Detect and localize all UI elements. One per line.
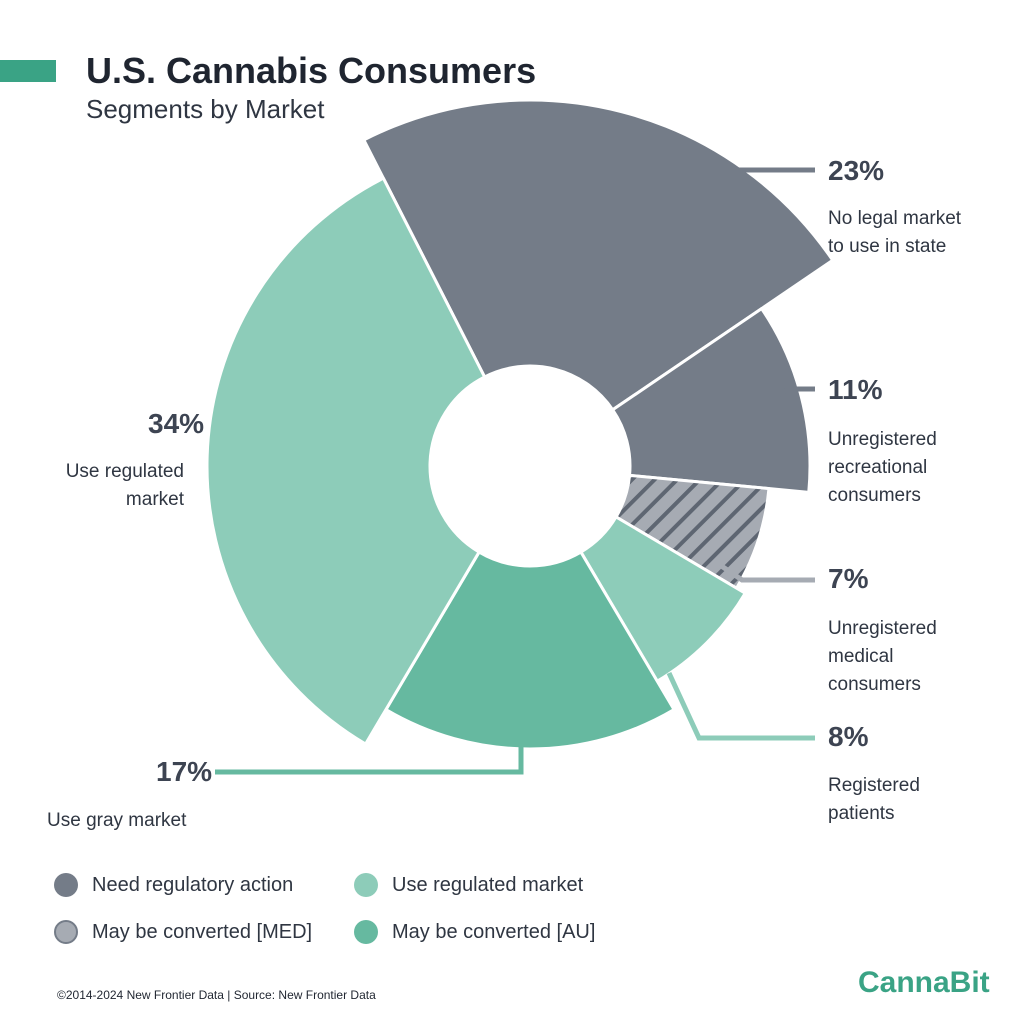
pct-label-gray-market: 17% — [156, 756, 213, 787]
desc-label-no-legal-market: No legal market to use in state — [828, 208, 962, 257]
legend-item-may-be-converted-au: May be converted [AU] — [354, 920, 595, 944]
footer-copyright: ©2014-2024 New Frontier Data | Source: N… — [57, 988, 376, 1002]
leader-unregistered-recreational — [770, 386, 815, 401]
slice-unregistered-recreational — [611, 307, 812, 494]
chart-subtitle: Segments by Market — [86, 94, 325, 124]
leader-unregistered-medical — [718, 562, 815, 583]
title-accent-bar — [0, 60, 56, 82]
cannabit-logo: CannaBit — [858, 966, 990, 999]
legend-swatch — [354, 920, 378, 944]
legend-item-use-regulated-market: Use regulated market — [354, 873, 583, 897]
desc-label-regulated-market: Use regulated market — [65, 461, 184, 510]
desc-label-registered-patients: Registered patients — [828, 775, 920, 824]
leader-registered-patients — [666, 671, 815, 741]
pct-label-unregistered-medical: 7% — [828, 563, 869, 594]
legend-item-may-be-converted-med: May be converted [MED] — [54, 920, 312, 944]
pct-label-regulated-market: 34% — [148, 408, 205, 439]
leader-no-legal-market — [604, 167, 815, 206]
desc-label-gray-market: Use gray market — [47, 810, 187, 831]
pct-label-no-legal-market: 23% — [828, 155, 885, 186]
legend-swatch — [54, 873, 78, 897]
pct-label-unregistered-recreational: 11% — [828, 374, 883, 405]
desc-label-unregistered-recreational: Unregistered recreational consumers — [828, 429, 937, 506]
slice-regulated-market — [205, 176, 487, 746]
pct-label-registered-patients: 8% — [828, 721, 869, 752]
slice-no-legal-market — [362, 98, 835, 412]
legend-swatch — [354, 873, 378, 897]
desc-label-unregistered-medical: Unregistered medical consumers — [828, 618, 937, 695]
leader-gray-market — [215, 740, 524, 775]
legend-item-need-regulatory-action: Need regulatory action — [54, 873, 293, 897]
legend-swatch — [54, 920, 78, 944]
slice-gray-market — [384, 550, 676, 751]
chart-title: U.S. Cannabis Consumers — [86, 50, 537, 91]
